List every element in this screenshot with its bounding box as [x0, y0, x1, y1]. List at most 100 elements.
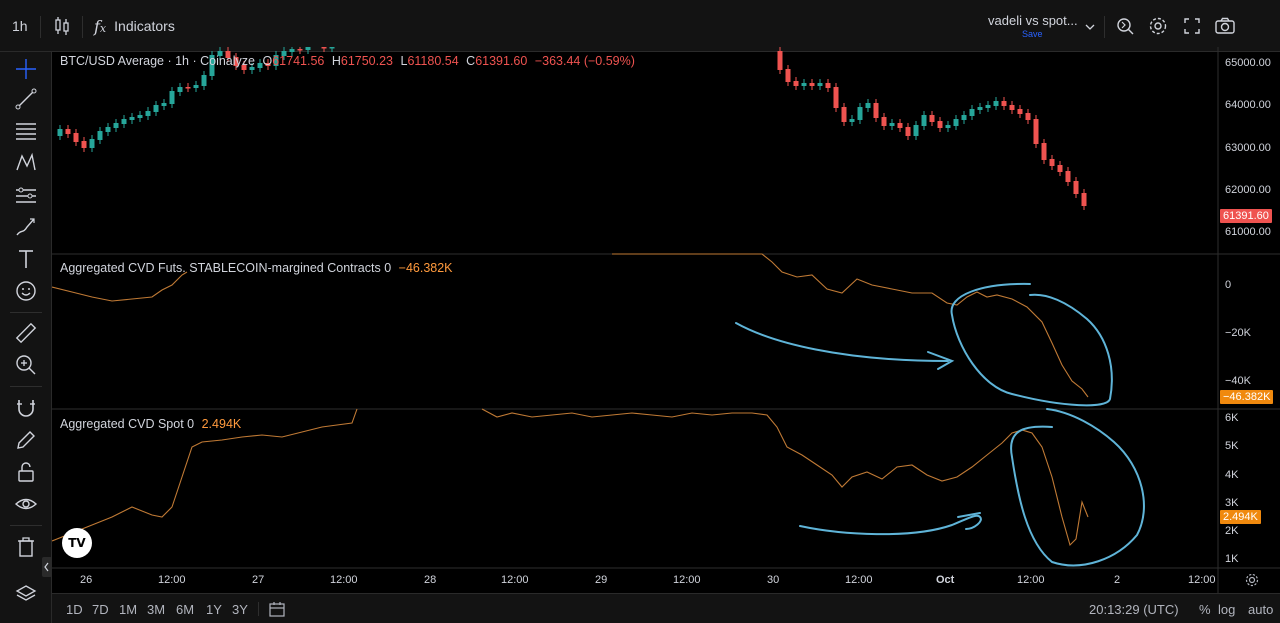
log-toggle[interactable]: log: [1218, 594, 1235, 623]
toolbar-divider: [258, 602, 259, 616]
chevron-down-icon[interactable]: [1082, 14, 1098, 38]
range-1y[interactable]: 1Y: [206, 594, 222, 623]
futures-title[interactable]: Aggregated CVD Futs. STABLECOIN-margined…: [60, 261, 392, 275]
candle-body: [89, 139, 95, 148]
object-tree-icon[interactable]: [13, 582, 39, 608]
time-axis[interactable]: 26 12:00 27 12:00 28 12:00 29 12:00 30 1…: [52, 568, 1218, 593]
tradingview-logo-icon[interactable]: TV: [62, 528, 92, 558]
candle-body: [145, 111, 151, 116]
candle-body: [961, 115, 967, 120]
candle-body: [921, 115, 927, 126]
save-label: Save: [1022, 29, 1043, 39]
candle-body: [241, 65, 247, 70]
time-tick: 2: [1114, 574, 1121, 586]
candle-body: [873, 103, 879, 118]
range-label: 1D: [66, 601, 83, 617]
fib-retracement-icon[interactable]: [13, 118, 39, 144]
axis-settings-icon[interactable]: [1244, 572, 1260, 588]
lock-icon[interactable]: [13, 459, 39, 485]
range-label: 1Y: [206, 601, 222, 617]
arrow-futures-shaft: [735, 322, 949, 362]
clock-timezone-button[interactable]: 20:13:29 (UTC): [1089, 594, 1179, 623]
interval-button[interactable]: 1h: [12, 0, 28, 52]
candle-body: [1025, 113, 1031, 120]
range-1m[interactable]: 1M: [119, 594, 137, 623]
drawing-toolbar: [0, 52, 52, 623]
time-tick: 28: [424, 574, 437, 586]
calendar-icon[interactable]: [268, 600, 286, 618]
time-tick: 12:00: [330, 574, 358, 586]
candle-body: [257, 63, 263, 68]
collapse-toolbar-icon[interactable]: [42, 557, 52, 577]
clock-label: 20:13:29 (UTC): [1089, 601, 1179, 617]
candle-body: [193, 85, 199, 88]
percent-toggle[interactable]: %: [1199, 594, 1211, 623]
pattern-icon[interactable]: [13, 150, 39, 176]
range-3y[interactable]: 3Y: [232, 594, 248, 623]
range-6m[interactable]: 6M: [176, 594, 194, 623]
camera-icon[interactable]: [1213, 14, 1237, 38]
futures-legend[interactable]: Aggregated CVD Futs. STABLECOIN-margined…: [60, 261, 453, 275]
candle-body: [801, 83, 807, 86]
candle-body: [153, 105, 159, 112]
candle-body: [865, 103, 871, 108]
candle-body: [977, 107, 983, 110]
price-tick: 63000.00: [1225, 142, 1271, 154]
spot-tick: 6K: [1225, 412, 1239, 424]
candle-body: [777, 51, 783, 70]
candle-body: [1017, 109, 1023, 114]
candle-body: [233, 57, 239, 66]
spot-title[interactable]: Aggregated CVD Spot 0: [60, 417, 195, 431]
magnet-icon[interactable]: [13, 395, 39, 421]
spot-legend[interactable]: Aggregated CVD Spot 0 2.494K: [60, 417, 241, 431]
candle-body: [97, 131, 103, 140]
gear-icon[interactable]: [1146, 14, 1170, 38]
chart-canvas[interactable]: [51, 47, 1280, 593]
ohlc-close-label: C: [466, 54, 476, 68]
toolbar-divider: [1104, 16, 1105, 38]
trend-line-icon[interactable]: [13, 86, 39, 112]
percent-label: %: [1199, 601, 1211, 617]
text-icon[interactable]: [13, 246, 39, 272]
candle-body: [297, 49, 303, 51]
time-tick: 27: [252, 574, 265, 586]
chart-area[interactable]: BTC/USD Average · 1h · Coinalyze O61741.…: [51, 47, 1280, 593]
auto-label: auto: [1248, 601, 1274, 617]
main-legend[interactable]: BTC/USD Average · 1h · Coinalyze O61741.…: [60, 54, 635, 68]
indicators-button[interactable]: fx Indicators: [94, 0, 175, 52]
auto-toggle[interactable]: auto: [1248, 594, 1273, 623]
trash-icon[interactable]: [13, 534, 39, 560]
ruler-icon[interactable]: [13, 320, 39, 346]
ohlc-open-label: O: [262, 54, 273, 68]
range-7d[interactable]: 7D: [92, 594, 109, 623]
candle-body: [785, 69, 791, 82]
circle-futures: [950, 282, 1113, 407]
pencil-lock-icon[interactable]: [13, 427, 39, 453]
symbol-title[interactable]: BTC/USD Average · 1h · Coinalyze: [60, 54, 255, 68]
crosshair-icon[interactable]: [13, 56, 39, 82]
hand-annotations: [735, 282, 1145, 567]
candle-body: [209, 55, 215, 76]
range-1d[interactable]: 1D: [66, 594, 83, 623]
ohlc-open-value: 61741.56: [272, 54, 325, 68]
fullscreen-icon[interactable]: [1180, 14, 1204, 38]
forecast-icon[interactable]: [13, 182, 39, 208]
candles-icon[interactable]: [50, 14, 74, 38]
futures-tick: 0: [1225, 279, 1232, 291]
range-3m[interactable]: 3M: [147, 594, 165, 623]
ohlc-high-label: H: [331, 54, 341, 68]
brush-icon[interactable]: [13, 214, 39, 240]
fx-icon: fx: [94, 16, 107, 36]
spot-value: 2.494K: [201, 417, 242, 431]
candle-body: [833, 87, 839, 108]
candle-body: [137, 115, 143, 118]
futures-tick: −20K: [1225, 327, 1251, 339]
zoom-in-icon[interactable]: [13, 352, 39, 378]
layout-name-button[interactable]: vadeli vs spot... Save: [988, 0, 1078, 52]
quick-search-icon[interactable]: [1113, 14, 1137, 38]
eye-icon[interactable]: [13, 491, 39, 517]
candle-body: [57, 129, 63, 136]
range-label: 6M: [176, 601, 195, 617]
candle-body: [913, 125, 919, 136]
emoji-icon[interactable]: [13, 278, 39, 304]
